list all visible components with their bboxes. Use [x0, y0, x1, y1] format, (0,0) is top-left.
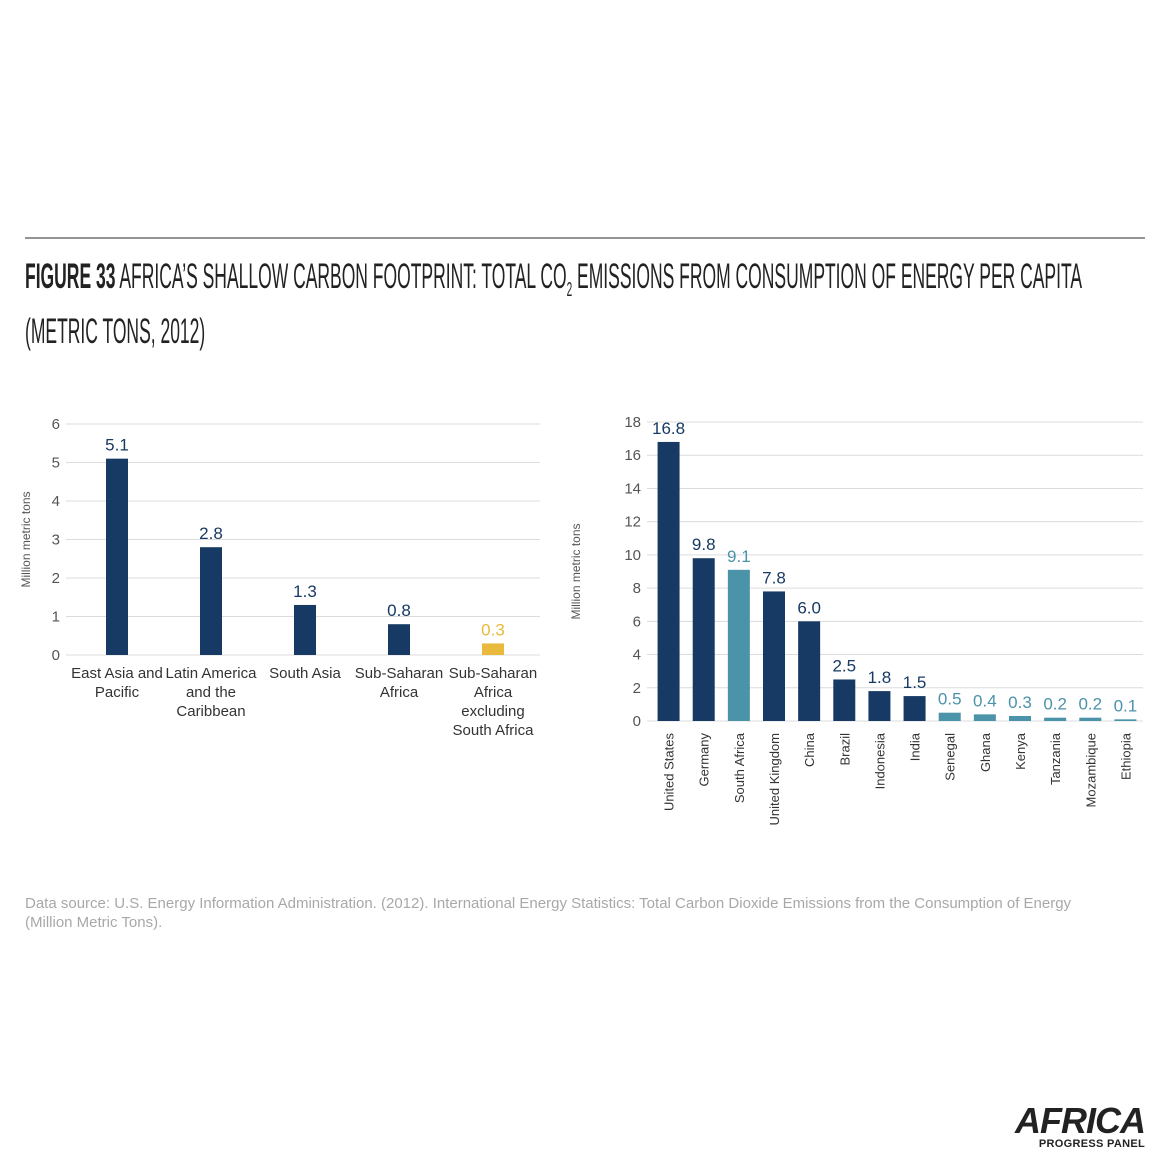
x-tick-label: Kenya — [1013, 732, 1028, 770]
y-tick-label: 0 — [52, 647, 60, 664]
bar — [973, 714, 996, 721]
y-tick-label: 6 — [52, 416, 60, 433]
bar — [868, 691, 891, 721]
bar — [294, 604, 316, 655]
y-tick-label: 4 — [52, 493, 60, 510]
title-text: AFRICA’S SHALLOW CARBON FOOTPRINT: TOTAL… — [119, 257, 567, 296]
x-tick-label: East Asia and Pacific — [71, 665, 163, 701]
y-tick-label: 3 — [52, 532, 60, 549]
value-label: 0.2 — [1043, 695, 1067, 714]
y-tick-label: 12 — [624, 514, 641, 531]
title-text: EMISSIONS FROM CONSUMPTION OF ENERGY PER… — [25, 257, 1082, 351]
bar — [1044, 717, 1067, 721]
bar — [657, 441, 680, 721]
x-tick-label: Tanzania — [1048, 732, 1063, 785]
x-tick-label: Indonesia — [872, 732, 887, 789]
value-label: 2.8 — [199, 524, 223, 543]
value-label: 9.1 — [727, 547, 751, 566]
logo-name: AFRICA — [1015, 1100, 1146, 1141]
y-tick-label: 0 — [633, 713, 641, 730]
bar — [482, 643, 504, 655]
x-tick-label: China — [802, 732, 817, 767]
x-tick-label: Ethiopia — [1118, 732, 1133, 780]
bar — [903, 696, 926, 721]
bar — [1079, 717, 1102, 721]
value-label: 0.8 — [387, 601, 411, 620]
value-label: 0.3 — [481, 620, 505, 639]
logo-subtitle: PROGRESS PANEL — [1038, 1138, 1145, 1150]
y-tick-label: 2 — [52, 570, 60, 587]
y-tick-label: 2 — [633, 680, 641, 697]
value-label: 0.3 — [1008, 693, 1032, 712]
bar — [727, 569, 750, 721]
source-note: Data source: U.S. Energy Information Adm… — [25, 895, 1072, 931]
value-label: 0.4 — [973, 691, 997, 710]
y-tick-label: 14 — [624, 480, 641, 497]
bar — [1009, 716, 1031, 721]
figure-title: FIGURE 33 AFRICA’S SHALLOW CARBON FOOTPR… — [25, 256, 1130, 353]
x-tick-label: Sub-Saharan Africa — [354, 665, 444, 701]
title-subscript: 2 — [566, 279, 573, 301]
value-label: 0.2 — [1078, 695, 1102, 714]
value-label: 6.0 — [797, 598, 821, 617]
bar — [692, 558, 715, 721]
x-tick-label: Senegal — [943, 733, 958, 781]
figure-label: FIGURE 33 — [25, 257, 116, 296]
x-tick-label: Sub-Saharan Africa excluding South Afric… — [448, 665, 538, 739]
value-label: 1.3 — [293, 582, 317, 601]
y-tick-label: 16 — [624, 447, 641, 464]
x-tick-label: United States — [662, 733, 677, 812]
value-label: 1.5 — [903, 673, 927, 692]
x-tick-label: Brazil — [837, 733, 852, 766]
y-tick-label: 5 — [52, 455, 60, 472]
x-tick-label: South Asia — [269, 665, 341, 682]
x-tick-label: Mozambique — [1083, 733, 1098, 807]
bar — [106, 458, 128, 655]
y-tick-label: 10 — [624, 547, 641, 564]
y-axis-title: Million metric tons — [19, 491, 33, 587]
y-tick-label: 18 — [624, 414, 641, 431]
x-tick-label: United Kingdom — [767, 733, 782, 826]
bar — [388, 624, 410, 655]
bar — [763, 591, 785, 721]
x-tick-label: Germany — [697, 733, 712, 787]
value-label: 2.5 — [832, 656, 856, 675]
y-axis-title: Million metric tons — [569, 523, 583, 619]
value-label: 5.1 — [105, 436, 129, 455]
bar — [200, 547, 222, 655]
value-label: 0.1 — [1114, 696, 1138, 715]
bar — [938, 712, 961, 721]
value-label: 0.5 — [938, 690, 962, 709]
logo: AFRICA PROGRESS PANEL — [1015, 1100, 1146, 1151]
x-tick-label: Latin America and the Caribbean — [165, 665, 257, 720]
bar — [833, 679, 856, 721]
y-tick-label: 4 — [633, 647, 641, 664]
y-tick-label: 1 — [52, 609, 60, 626]
value-label: 16.8 — [652, 419, 685, 438]
bar — [1114, 719, 1137, 721]
bar — [798, 621, 821, 721]
x-tick-label: Ghana — [978, 732, 993, 772]
value-label: 7.8 — [762, 568, 786, 587]
y-tick-label: 6 — [633, 613, 641, 630]
x-tick-label: India — [908, 732, 923, 761]
y-tick-label: 8 — [633, 580, 641, 597]
value-label: 1.8 — [868, 668, 892, 687]
value-label: 9.8 — [692, 535, 716, 554]
x-tick-label: South Africa — [732, 732, 747, 803]
